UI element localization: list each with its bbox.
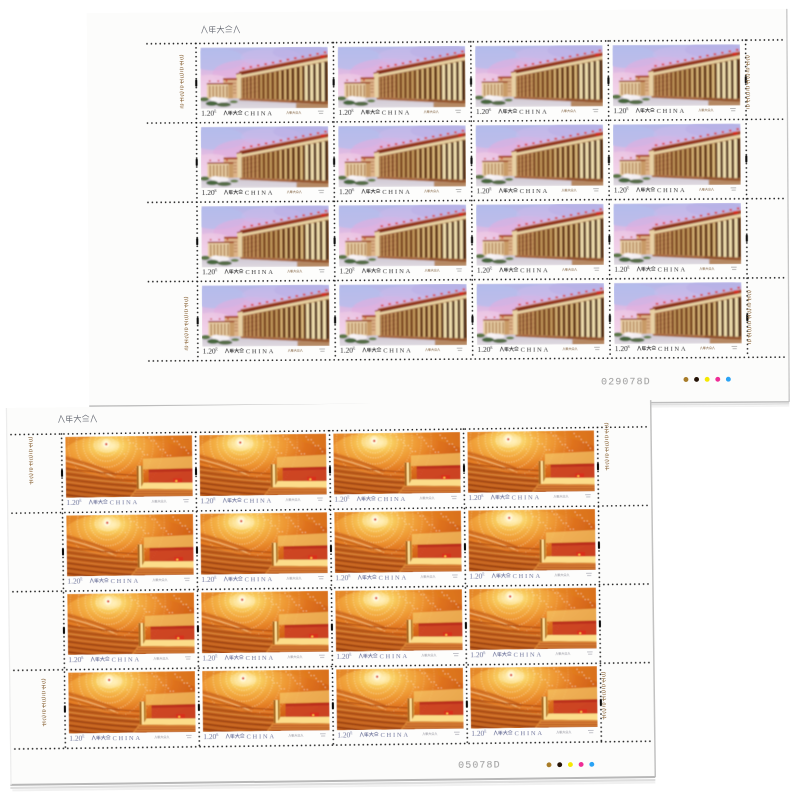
svg-text:05078D: 05078D [458, 760, 501, 772]
svg-text:029078D: 029078D [601, 377, 651, 388]
